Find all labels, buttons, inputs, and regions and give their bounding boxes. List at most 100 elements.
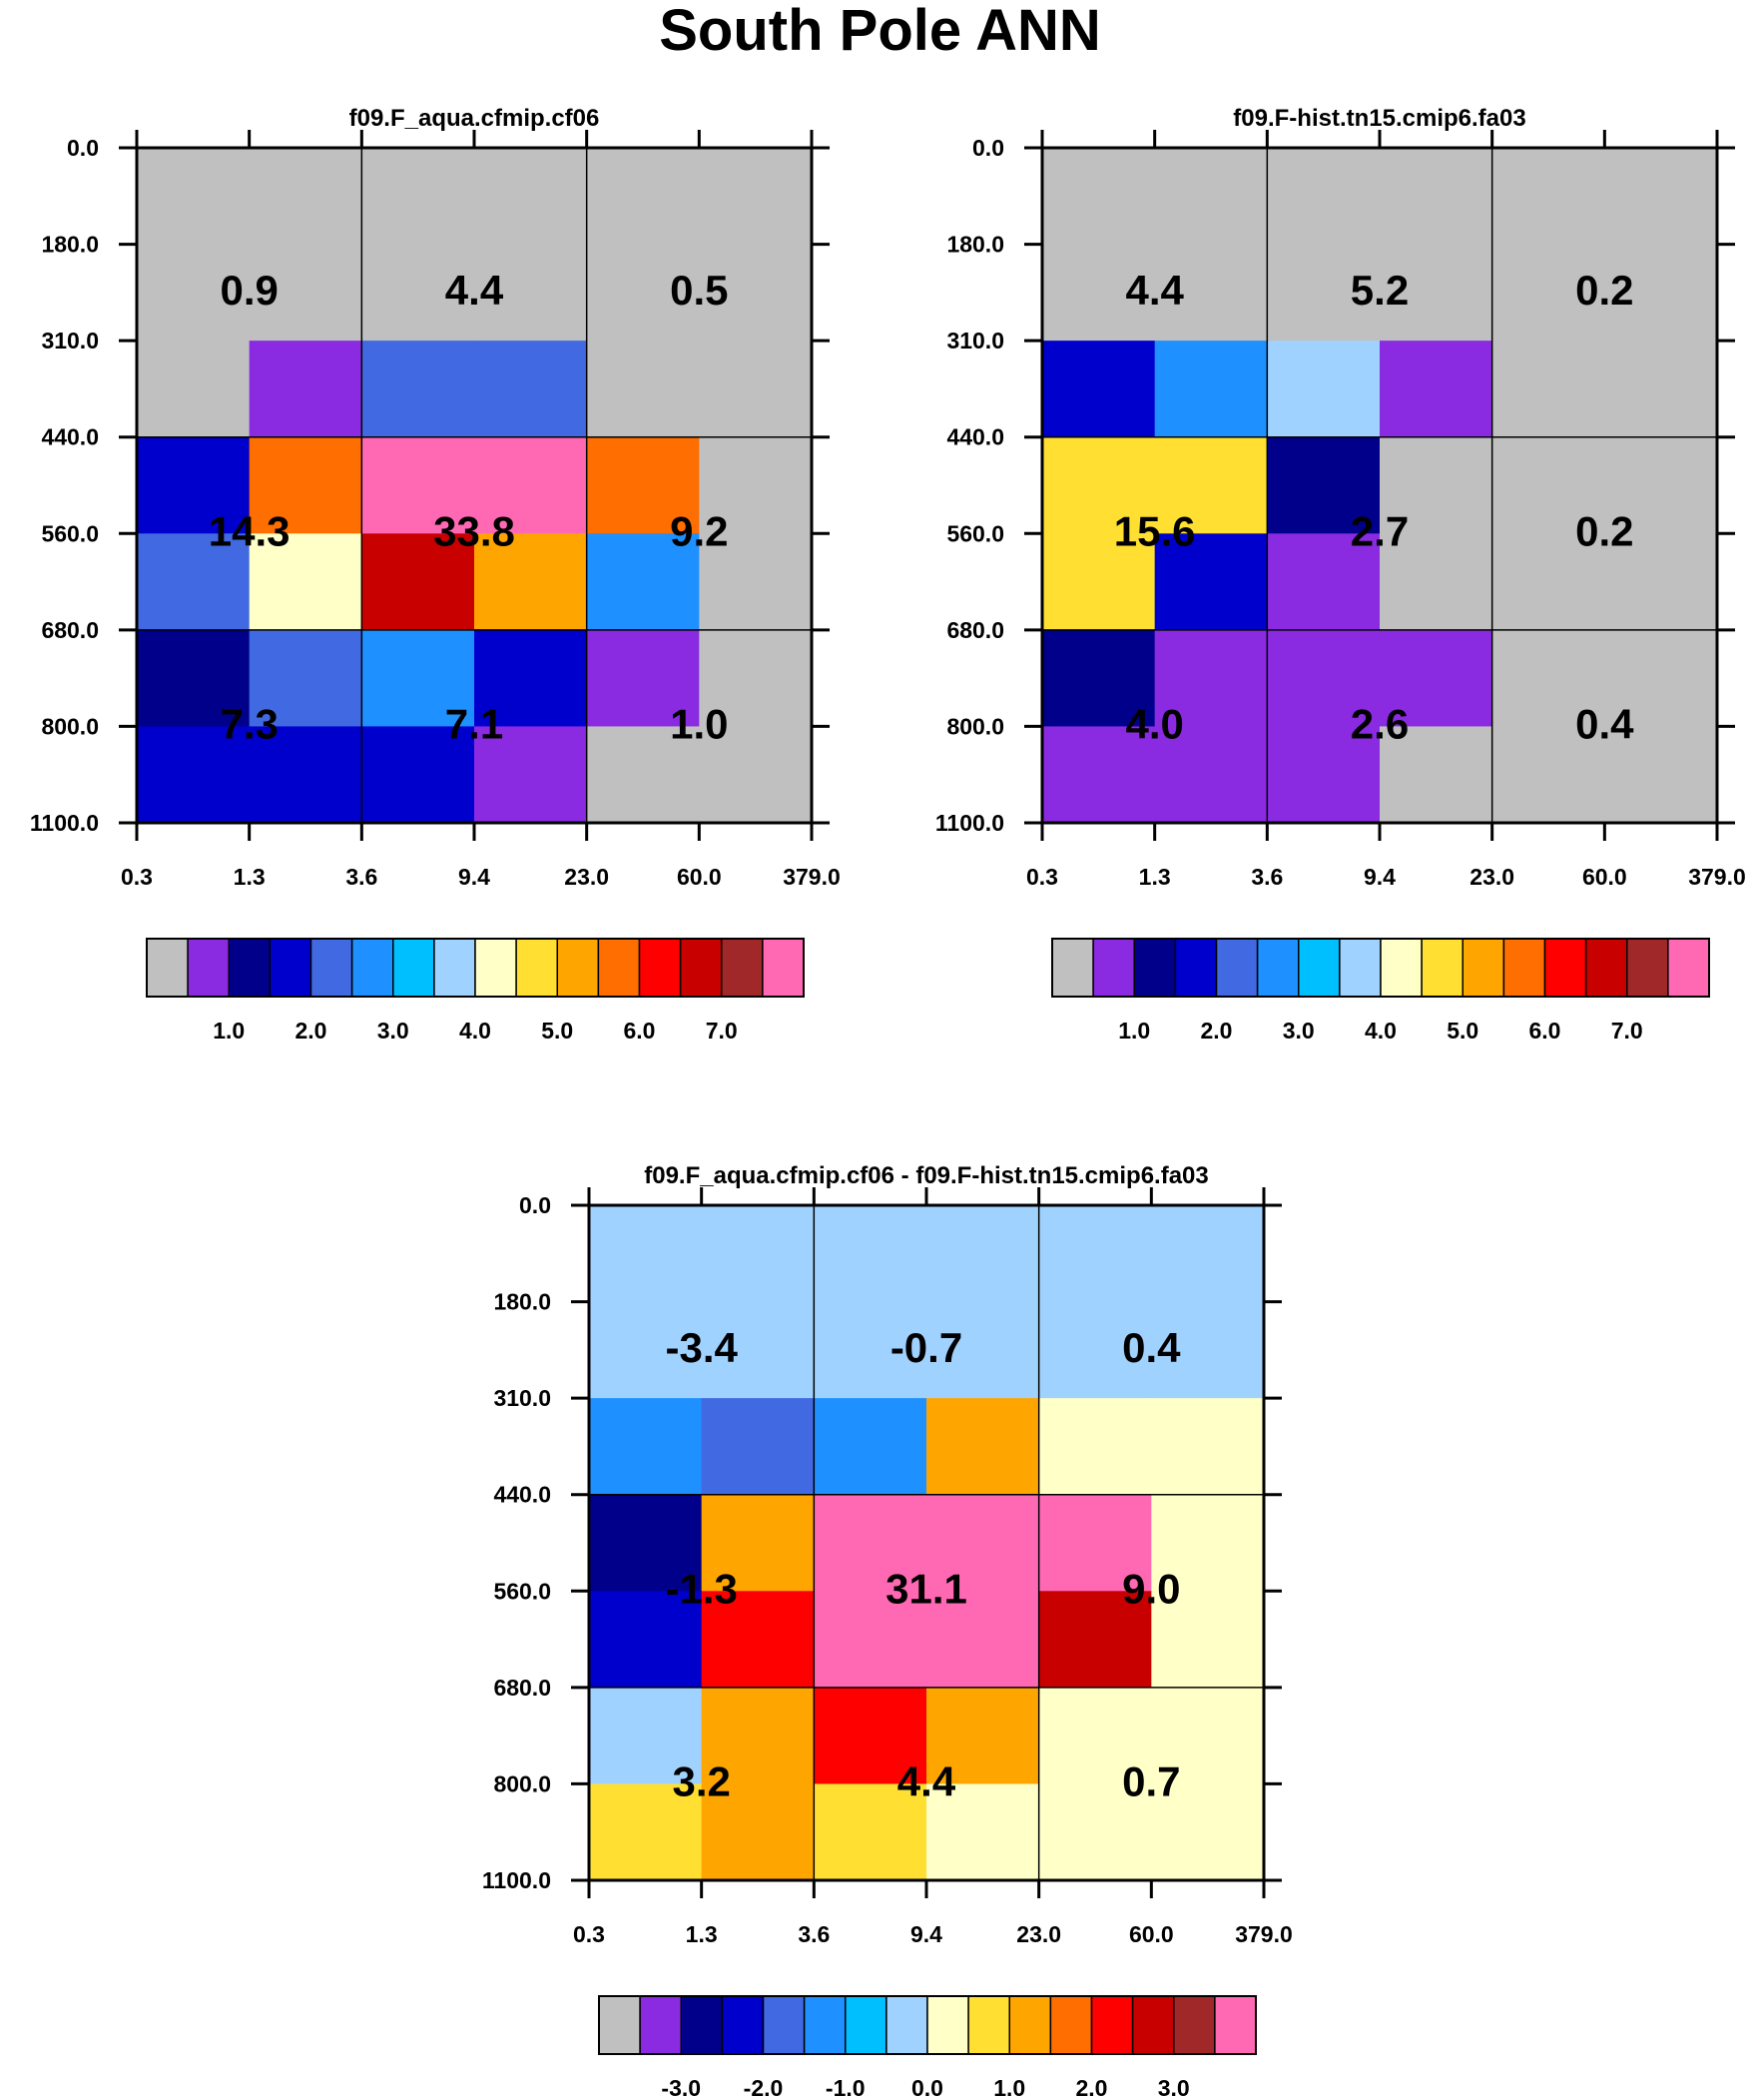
heatmap-cell <box>361 148 475 246</box>
y-tick-label: 800.0 <box>41 713 99 739</box>
heatmap-cell <box>926 1398 1040 1496</box>
heatmap-cell <box>699 341 813 438</box>
x-tick-label: 23.0 <box>564 864 609 890</box>
colorbar-swatch <box>1008 1995 1052 2055</box>
colorbar-swatch <box>1256 938 1300 998</box>
heatmap-cell <box>474 148 588 246</box>
heatmap-cell <box>814 1205 927 1303</box>
heatmap-cell <box>361 726 475 824</box>
y-tick-label: 680.0 <box>493 1675 551 1701</box>
heatmap-cell <box>701 1205 815 1303</box>
heatmap-cell <box>586 533 700 631</box>
y-tick-label: 0.0 <box>519 1192 551 1218</box>
colorbar-swatch <box>845 1995 887 2055</box>
x-tick-label: 1.3 <box>234 864 266 890</box>
x-tick-label: 0.3 <box>573 1921 605 1947</box>
colorbar-swatch <box>1380 938 1423 998</box>
colorbar-swatch <box>762 938 805 998</box>
colorbar-swatch <box>885 1995 928 2055</box>
y-tick-label: 310.0 <box>41 328 99 353</box>
colorbar-swatch <box>967 1995 1010 2055</box>
x-tick-label: 60.0 <box>677 864 722 890</box>
heatmap-cell <box>1151 1687 1265 1784</box>
colorbar-label: 5.0 <box>1447 1018 1478 1044</box>
heatmap-cell <box>1042 436 1156 534</box>
heatmap-cell <box>1604 244 1718 342</box>
heatmap-cell <box>1038 1494 1152 1592</box>
colorbar-swatch <box>228 938 272 998</box>
heatmap-cell <box>1042 244 1156 342</box>
heatmap-cell <box>586 436 700 534</box>
heatmap-cell <box>589 1591 703 1689</box>
heatmap-cell <box>1604 148 1718 246</box>
y-tick-label: 1100.0 <box>482 1867 551 1893</box>
y-tick-label: 560.0 <box>946 520 1004 546</box>
y-tick-label: 1100.0 <box>30 810 99 836</box>
colorbar-label: 1.0 <box>213 1018 245 1044</box>
heatmap-cell <box>137 629 251 727</box>
colorbar-swatch <box>680 1995 724 2055</box>
y-tick-label: 680.0 <box>946 617 1004 643</box>
colorbar-swatch <box>1173 1995 1216 2055</box>
heatmap-cell <box>1038 1205 1152 1303</box>
heatmap-cell <box>1380 436 1493 534</box>
heatmap-cell <box>586 244 700 342</box>
heatmap-cell <box>1604 341 1718 438</box>
colorbar-label: 5.0 <box>541 1018 573 1044</box>
heatmap-cell <box>814 1398 927 1496</box>
colorbar-swatch <box>1214 1995 1257 2055</box>
heatmap-cell <box>361 436 475 534</box>
colorbar-label: 4.0 <box>459 1018 491 1044</box>
heatmap-cell <box>1042 533 1156 631</box>
cell-value-label: 7.1 <box>445 700 503 747</box>
x-tick-label: 60.0 <box>1129 1921 1174 1947</box>
heatmap-cell <box>926 1494 1040 1592</box>
heatmap-cell <box>701 1591 815 1689</box>
colorbar-label: 2.0 <box>295 1018 327 1044</box>
heatmap-cell <box>926 1687 1040 1784</box>
heatmap-cell <box>249 341 362 438</box>
colorbar-label: 0.0 <box>911 2075 943 2100</box>
x-tick-label: 0.3 <box>121 864 153 890</box>
heatmap-cell <box>474 436 588 534</box>
colorbar-swatch <box>679 938 723 998</box>
colorbar-swatch <box>1626 938 1669 998</box>
colorbar-label: -2.0 <box>744 2075 784 2100</box>
heatmap-cell <box>814 1494 927 1592</box>
heatmap-cell <box>1491 533 1605 631</box>
y-tick-label: 0.0 <box>972 135 1004 161</box>
heatmap-cell <box>926 1591 1040 1689</box>
heatmap-cell <box>474 341 588 438</box>
heatmap-cell <box>1604 436 1718 534</box>
colorbar-swatch <box>639 1995 682 2055</box>
colorbar-label: -3.0 <box>661 2075 701 2100</box>
cell-value-label: 0.7 <box>1122 1757 1180 1804</box>
heatmap-cell <box>1154 726 1268 824</box>
heatmap-cell <box>249 726 362 824</box>
heatmap-cell <box>1151 1591 1265 1689</box>
y-tick-label: 680.0 <box>41 617 99 643</box>
heatmap-cell <box>701 1783 815 1881</box>
heatmap-cell <box>1038 1301 1152 1399</box>
cell-value-label: 9.2 <box>670 507 728 554</box>
panel-title: f09.F_aqua.cfmip.cf06 <box>349 105 600 132</box>
heatmap-cell <box>1267 244 1381 342</box>
cell-value-label: 0.9 <box>220 267 278 314</box>
colorbar-swatch <box>803 1995 847 2055</box>
cell-value-label: 0.2 <box>1575 507 1633 554</box>
x-tick-label: 3.6 <box>1251 864 1283 890</box>
heatmap-cell <box>701 1398 815 1496</box>
y-tick-label: 310.0 <box>946 328 1004 353</box>
panel-1: f09.F_aqua.cfmip.cf06 0.0 180.0 310.0 440.0 5… <box>30 105 841 1044</box>
heatmap-cell <box>474 629 588 727</box>
colorbar-label: 1.0 <box>993 2075 1025 2100</box>
x-tick-label: 23.0 <box>1016 1921 1061 1947</box>
heatmap-cell <box>1380 244 1493 342</box>
colorbar-label: 4.0 <box>1365 1018 1397 1044</box>
heatmap-cell <box>361 244 475 342</box>
heatmap-cell <box>1151 1494 1265 1592</box>
panel-3: f09.F_aqua.cfmip.cf06 - f09.F-hist.tn15.… <box>482 1162 1293 2100</box>
colorbar-swatch <box>598 1995 641 2055</box>
x-tick-label: 23.0 <box>1469 864 1514 890</box>
colorbar-frame <box>146 938 805 998</box>
